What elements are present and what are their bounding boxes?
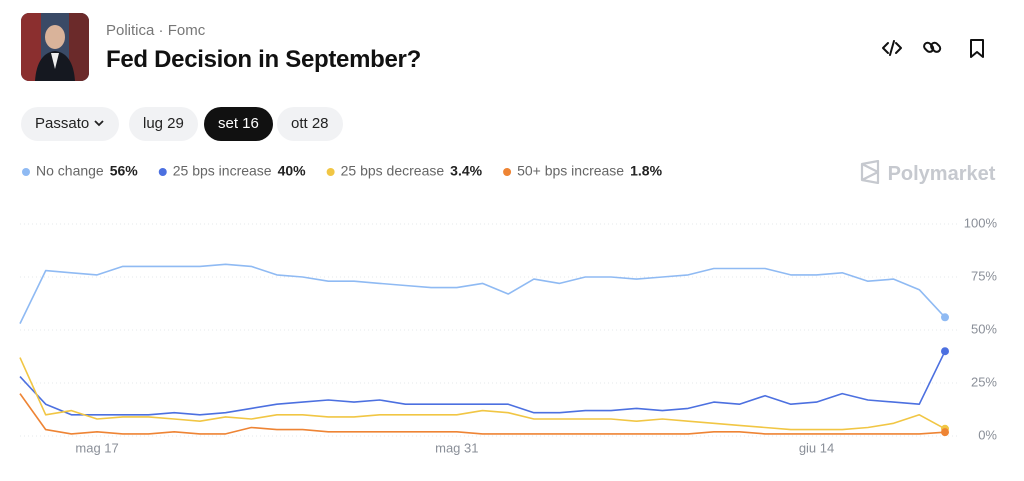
date-button[interactable]: ott 28 [277,107,343,141]
range-dropdown[interactable]: Passato [21,107,120,141]
brand-name: Polymarket [887,163,996,185]
series-line [19,350,946,416]
legend-name: 50+ bps increase [517,163,624,179]
icons [882,39,984,58]
legend-name: 25 bps decrease [341,163,445,179]
legend-swatch [503,168,512,176]
series-line [19,263,946,324]
y-tick-label: 100% [964,215,998,230]
category[interactable]: Politica [106,22,155,39]
legend-value: 40% [278,163,307,179]
x-tick-label: giu 14 [799,440,834,455]
separator: · [158,22,168,39]
date-button[interactable]: lug 29 [129,107,198,141]
subcategory[interactable]: Fomc [167,22,206,39]
legend-name: 25 bps increase [173,163,272,179]
embed-icon[interactable] [882,40,902,56]
legend-value: 56% [110,163,139,179]
legend-swatch [326,168,335,176]
link-icon[interactable] [923,41,942,53]
date-button[interactable]: set 16 [204,107,273,141]
x-tick-label: mag 31 [435,440,478,455]
market-image [21,13,89,81]
end-point [941,428,949,437]
avatar-art [21,13,89,81]
market-title: Fed Decision in September? [106,46,421,73]
end-point [941,313,949,322]
series-line [19,393,946,435]
action-icons [880,37,990,64]
button-label: Passato [35,115,90,132]
legend-swatch [22,168,30,176]
breadcrumb: Politica · Fomc [106,22,205,39]
legend-value: 1.8% [630,163,662,179]
chevron [94,120,105,127]
legend-swatch [158,168,167,176]
y-tick-label: 0% [978,427,997,442]
y-tick-label: 25% [971,374,997,389]
y-tick-label: 75% [971,268,997,283]
legend-value: 3.4% [450,163,482,179]
legend-name: No change [36,163,104,179]
brand: Polymarket [858,159,996,186]
end-point [941,347,949,356]
y-tick-label: 50% [971,321,997,336]
legend: No change 56% 25 bps increase 40% 25 bps dec… [22,163,663,179]
bookmark-icon[interactable] [970,39,984,58]
end-point [941,424,949,433]
x-tick-label: mag 17 [75,440,118,455]
series-line [19,357,946,431]
brand-logo [860,159,880,185]
